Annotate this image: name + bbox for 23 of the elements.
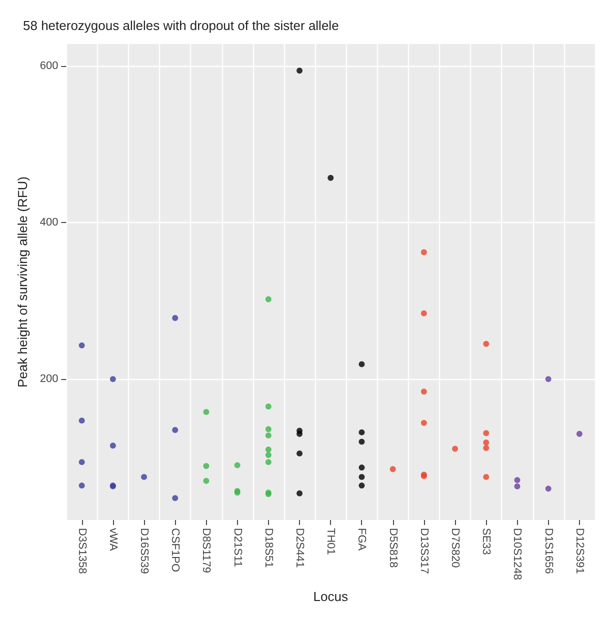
x-tick-label: D3S1358	[76, 528, 88, 574]
x-tick-label: D12S391	[573, 528, 586, 574]
x-tick-label: D8S1179	[200, 528, 212, 574]
x-tick-label: D21S11	[231, 528, 244, 567]
y-axis-title: Peak height of surviving allele (RFU)	[15, 176, 30, 388]
y-tick-label: 400	[40, 216, 58, 228]
x-tick-label: D16S539	[138, 528, 150, 574]
x-tick-label: SE33	[480, 528, 492, 555]
y-tick-label: 200	[40, 373, 58, 386]
x-tick-label: vWA	[106, 528, 119, 552]
x-tick-label: FGA	[356, 528, 368, 552]
x-tick-label: D1S1656	[542, 528, 554, 574]
x-tick-label: D2S441	[294, 528, 306, 568]
x-tick-label: D7S820	[449, 528, 462, 568]
chart-title: 58 heterozygous alleles with dropout of the sister allele	[23, 18, 339, 33]
y-tick-label: 600	[40, 60, 58, 72]
x-tick-label: CSF1PO	[169, 528, 182, 572]
x-tick-label: D10S1248	[511, 528, 524, 580]
x-tick-label: D13S317	[418, 528, 430, 574]
x-tick-label: TH01	[324, 528, 337, 555]
x-tick-label: D18S51	[262, 528, 274, 568]
x-axis-title: Locus	[313, 589, 348, 604]
x-tick-label: D5S818	[386, 528, 399, 568]
